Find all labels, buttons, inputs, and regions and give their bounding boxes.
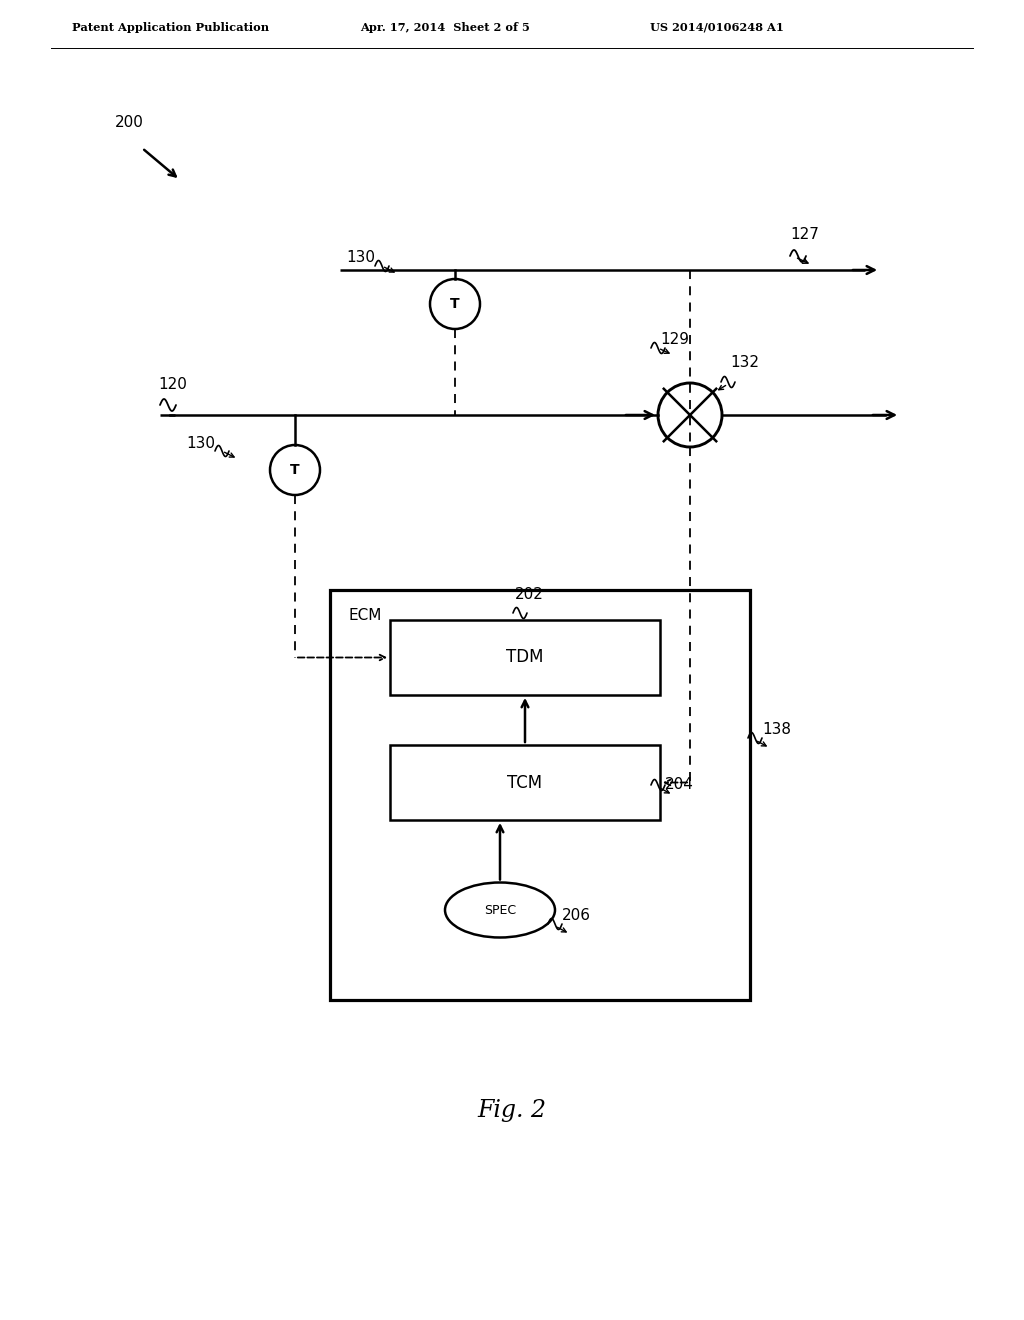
- Text: 120: 120: [158, 378, 186, 392]
- Bar: [330, 590, 750, 1001]
- Text: Fig. 2: Fig. 2: [477, 1098, 547, 1122]
- Text: 127: 127: [790, 227, 819, 242]
- Text: 206: 206: [562, 908, 591, 924]
- Text: TDM: TDM: [506, 648, 544, 667]
- Text: T: T: [290, 463, 300, 477]
- Text: 204: 204: [665, 777, 694, 792]
- Bar: [390, 620, 660, 696]
- Text: US 2014/0106248 A1: US 2014/0106248 A1: [650, 22, 784, 33]
- Text: Apr. 17, 2014  Sheet 2 of 5: Apr. 17, 2014 Sheet 2 of 5: [360, 22, 529, 33]
- Text: T: T: [451, 297, 460, 312]
- Text: SPEC: SPEC: [484, 903, 516, 916]
- Text: 202: 202: [515, 587, 544, 602]
- Text: TCM: TCM: [508, 774, 543, 792]
- Text: 130: 130: [346, 251, 375, 265]
- Bar: [390, 744, 660, 820]
- Text: Patent Application Publication: Patent Application Publication: [72, 22, 269, 33]
- Text: 129: 129: [660, 333, 689, 347]
- Text: 130: 130: [186, 436, 215, 450]
- Text: 200: 200: [115, 115, 144, 129]
- Text: 132: 132: [730, 355, 759, 370]
- Text: ECM: ECM: [348, 609, 381, 623]
- Text: 138: 138: [762, 722, 791, 738]
